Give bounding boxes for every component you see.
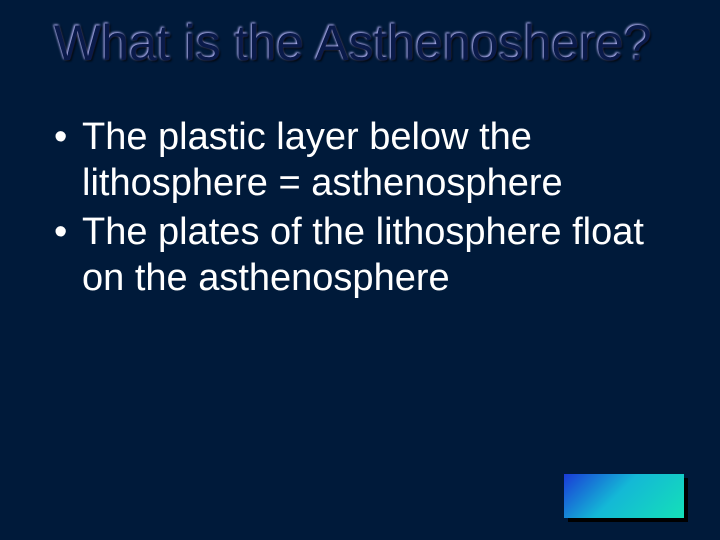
bullet-marker: • bbox=[54, 209, 82, 302]
slide-body: • The plastic layer below the lithospher… bbox=[54, 114, 680, 303]
slide-title: What is the Asthenoshere? bbox=[0, 14, 720, 72]
list-item: • The plastic layer below the lithospher… bbox=[54, 114, 680, 207]
bullet-marker: • bbox=[54, 114, 82, 207]
list-item: • The plates of the lithosphere float on… bbox=[54, 209, 680, 302]
slide: What is the Asthenoshere? • The plastic … bbox=[0, 0, 720, 540]
bullet-text: The plastic layer below the lithosphere … bbox=[82, 114, 680, 207]
accent-box bbox=[564, 474, 684, 518]
bullet-text: The plates of the lithosphere float on t… bbox=[82, 209, 680, 302]
